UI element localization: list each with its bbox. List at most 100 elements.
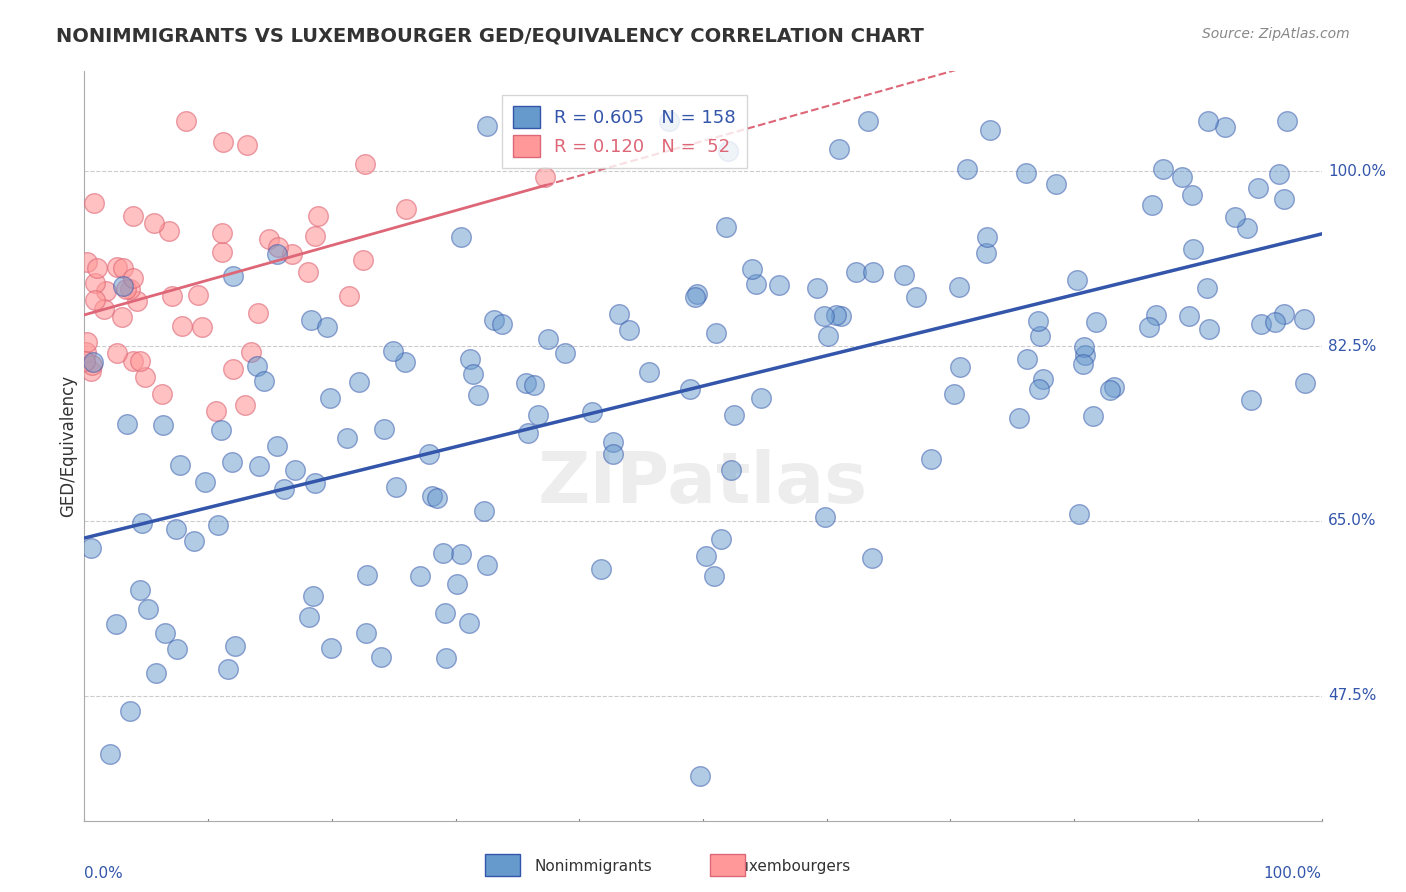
Point (827, 142, 849, 156)
Point (1066, 273, 1088, 287)
Text: Nonimmigrants: Nonimmigrants (534, 859, 652, 874)
Point (1083, 409, 1105, 423)
Point (516, 425, 538, 440)
Point (434, 650, 457, 665)
Point (354, 157, 377, 171)
Point (418, 447, 440, 461)
Text: 82.5%: 82.5% (1327, 339, 1376, 353)
Point (904, 290, 927, 304)
Point (105, 260, 128, 274)
Point (1294, 376, 1316, 390)
Point (1028, 382, 1050, 396)
Point (1180, 188, 1202, 202)
Point (76, 334, 98, 349)
Point (187, 288, 209, 302)
Point (1014, 166, 1036, 180)
Point (658, 114, 681, 128)
Point (720, 463, 742, 477)
Point (284, 462, 307, 476)
Point (80, 358, 103, 372)
Point (1197, 114, 1219, 128)
Point (948, 279, 970, 293)
Point (554, 346, 576, 360)
Text: 100.0%: 100.0% (1264, 865, 1322, 880)
Point (115, 417, 138, 431)
Point (686, 286, 709, 301)
Point (183, 533, 205, 548)
Point (194, 475, 217, 489)
Point (1268, 167, 1291, 181)
Point (1182, 243, 1205, 257)
Point (1032, 372, 1054, 386)
Point (723, 409, 745, 423)
Point (122, 271, 145, 285)
Point (224, 640, 246, 654)
Point (128, 354, 150, 368)
Point (246, 359, 269, 374)
Point (703, 569, 725, 583)
Point (458, 615, 481, 630)
Point (745, 277, 768, 292)
Point (1274, 193, 1296, 207)
Text: Luxembourgers: Luxembourgers (731, 859, 851, 874)
Point (307, 209, 329, 223)
Point (1104, 380, 1126, 394)
Point (122, 353, 145, 368)
Point (741, 261, 763, 276)
Point (1264, 315, 1286, 329)
Point (191, 320, 214, 334)
Point (860, 551, 883, 566)
Point (446, 577, 468, 591)
Point (205, 403, 228, 417)
Point (856, 114, 879, 128)
Point (356, 567, 378, 582)
Point (1142, 198, 1164, 212)
Point (281, 246, 304, 260)
Point (1029, 329, 1052, 343)
Point (685, 290, 707, 304)
Point (475, 558, 498, 572)
Point (1177, 310, 1199, 324)
Point (257, 232, 280, 246)
Point (211, 245, 233, 260)
Point (463, 368, 485, 382)
Point (1137, 320, 1160, 334)
Point (129, 583, 152, 598)
Point (581, 405, 603, 419)
Point (114, 283, 136, 297)
Text: 47.5%: 47.5% (1327, 689, 1376, 703)
Y-axis label: GED/Equivalency: GED/Equivalency (59, 375, 77, 517)
Point (1026, 314, 1049, 328)
Point (166, 642, 188, 657)
Point (104, 617, 127, 632)
Point (221, 455, 243, 469)
Point (336, 432, 359, 446)
Point (93, 301, 115, 316)
Point (80, 541, 103, 555)
Point (475, 120, 498, 134)
Point (1073, 340, 1095, 354)
Point (385, 480, 408, 494)
Point (813, 309, 835, 323)
Text: 0.0%: 0.0% (84, 865, 124, 880)
Point (394, 355, 416, 369)
Text: Source: ZipAtlas.com: Source: ZipAtlas.com (1202, 27, 1350, 41)
Text: ZIPatlas: ZIPatlas (538, 449, 868, 518)
Point (111, 260, 134, 275)
Point (356, 626, 378, 640)
Point (273, 482, 295, 496)
Point (111, 310, 134, 324)
Point (602, 447, 624, 461)
Point (1240, 393, 1263, 408)
Point (450, 229, 472, 244)
Point (1223, 211, 1246, 225)
Point (373, 421, 395, 435)
Point (112, 279, 135, 293)
Point (845, 265, 868, 279)
Point (83, 277, 105, 291)
Point (217, 662, 239, 676)
Legend: R = 0.605   N = 158, R = 0.120   N =  52: R = 0.605 N = 158, R = 0.120 N = 52 (502, 95, 747, 169)
Point (315, 320, 337, 334)
Point (717, 144, 740, 158)
Point (352, 252, 374, 267)
